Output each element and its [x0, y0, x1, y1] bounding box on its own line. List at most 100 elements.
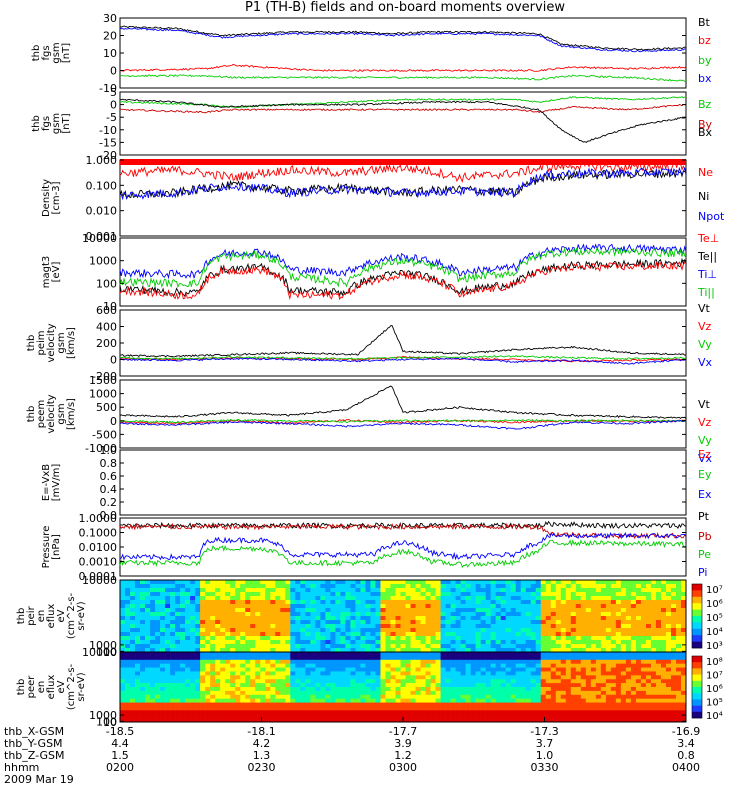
- heatmap-cell: [630, 648, 637, 653]
- heatmap-cell: [565, 671, 572, 676]
- heatmap-cell: [640, 648, 647, 653]
- heatmap-cell: [250, 648, 256, 653]
- heatmap-cell: [220, 596, 226, 601]
- heatmap-cell: [555, 648, 562, 653]
- heatmap-cell: [635, 592, 642, 597]
- heatmap-cell: [160, 636, 166, 641]
- heatmap-cell: [450, 710, 456, 715]
- heatmap-cell: [295, 632, 301, 637]
- heatmap-cell: [160, 659, 166, 664]
- heatmap-cell: [625, 698, 632, 703]
- heatmap-cell: [615, 652, 622, 657]
- heatmap-cell: [360, 612, 366, 617]
- heatmap-cell: [310, 596, 316, 601]
- heatmap-cell: [680, 596, 687, 601]
- y-axis-label-line: Pressure: [41, 526, 52, 569]
- y-tick-label: 500: [96, 401, 117, 414]
- heatmap-cell: [135, 640, 141, 645]
- heatmap-cell: [455, 683, 461, 688]
- heatmap-cell: [410, 667, 416, 672]
- heatmap-cell: [340, 620, 346, 625]
- heatmap-cell: [425, 710, 431, 715]
- heatmap-cell: [615, 584, 622, 589]
- heatmap-cell: [500, 624, 506, 629]
- heatmap-cell: [470, 592, 476, 597]
- heatmap-cell: [310, 659, 316, 664]
- heatmap-cell: [410, 608, 416, 613]
- heatmap-cell: [630, 604, 637, 609]
- heatmap-cell: [475, 624, 481, 629]
- heatmap-cell: [570, 694, 577, 699]
- heatmap-cell: [430, 644, 436, 649]
- heatmap-cell: [535, 667, 542, 672]
- heatmap-cell: [440, 592, 446, 597]
- heatmap-cell: [235, 624, 241, 629]
- heatmap-cell: [650, 687, 657, 692]
- heatmap-cell: [295, 620, 301, 625]
- heatmap-cell: [505, 620, 511, 625]
- heatmap-cell: [525, 580, 532, 585]
- heatmap-cell: [460, 600, 466, 605]
- heatmap-cell: [535, 652, 542, 657]
- heatmap-cell: [660, 718, 667, 723]
- heatmap-cell: [570, 620, 577, 625]
- heatmap-cell: [500, 698, 506, 703]
- heatmap-cell: [575, 683, 582, 688]
- heatmap-cell: [355, 694, 361, 699]
- heatmap-cell: [190, 710, 196, 715]
- heatmap-cell: [125, 628, 131, 633]
- heatmap-cell: [160, 718, 166, 723]
- heatmap-cell: [450, 628, 456, 633]
- heatmap-cell: [365, 675, 371, 680]
- heatmap-cell: [345, 694, 351, 699]
- heatmap-cell: [485, 644, 491, 649]
- heatmap-cell: [350, 588, 356, 593]
- heatmap-cell: [510, 604, 516, 609]
- heatmap-cell: [130, 616, 136, 621]
- heatmap-cell: [620, 644, 627, 649]
- heatmap-cell: [565, 702, 572, 707]
- heatmap-cell: [540, 600, 547, 605]
- heatmap-cell: [610, 600, 617, 605]
- heatmap-cell: [370, 632, 376, 637]
- heatmap-cell: [250, 584, 256, 589]
- heatmap-cell: [330, 659, 336, 664]
- heatmap-cell: [355, 604, 361, 609]
- heatmap-cell: [540, 714, 547, 719]
- heatmap-cell: [555, 690, 562, 696]
- heatmap-cell: [540, 584, 547, 589]
- heatmap-cell: [345, 655, 351, 661]
- heatmap-cell: [390, 663, 396, 668]
- heatmap-cell: [180, 648, 186, 653]
- heatmap-cell: [135, 636, 141, 641]
- y-axis-label-line: sr-eV): [76, 672, 87, 701]
- heatmap-cell: [290, 596, 296, 601]
- heatmap-cell: [440, 584, 446, 589]
- heatmap-cell: [625, 687, 632, 692]
- heatmap-cell: [315, 584, 321, 589]
- heatmap-cell: [310, 667, 316, 672]
- heatmap-cell: [370, 580, 376, 585]
- heatmap-cell: [210, 648, 216, 653]
- heatmap-cell: [580, 596, 587, 601]
- heatmap-cell: [530, 694, 537, 699]
- heatmap-cell: [565, 679, 572, 684]
- heatmap-cell: [650, 690, 657, 696]
- heatmap-cell: [130, 655, 136, 661]
- heatmap-cell: [595, 608, 602, 613]
- legend-entry: Pb: [698, 530, 712, 543]
- heatmap-cell: [415, 663, 421, 668]
- heatmap-cell: [155, 648, 161, 653]
- heatmap-cell: [600, 663, 607, 668]
- heatmap-cell: [190, 687, 196, 692]
- heatmap-cell: [250, 608, 256, 613]
- heatmap-cell: [470, 648, 476, 653]
- heatmap-cell: [600, 580, 607, 585]
- heatmap-cell: [240, 580, 246, 585]
- heatmap-cell: [645, 600, 652, 605]
- heatmap-cell: [455, 663, 461, 668]
- heatmap-cell: [410, 584, 416, 589]
- heatmap-cell: [365, 702, 371, 707]
- heatmap-cell: [135, 628, 141, 633]
- heatmap-cell: [475, 718, 481, 723]
